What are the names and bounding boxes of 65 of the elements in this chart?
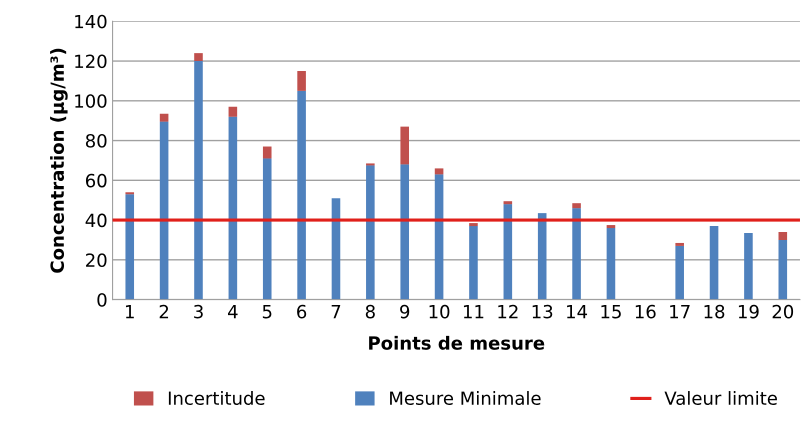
- x-tick-label: 20: [772, 304, 794, 318]
- x-tick-label: 10: [430, 304, 450, 318]
- bar: [504, 204, 512, 300]
- x-tick-label: 17: [670, 305, 690, 318]
- x-tick-label: 19: [738, 304, 759, 318]
- bar: [262, 158, 272, 300]
- bar: [194, 61, 203, 300]
- legend-label: Mesure Minimale: [390, 391, 541, 406]
- x-tick-label: 7: [332, 305, 340, 318]
- bar: [160, 122, 168, 300]
- x-tick-label: 8: [366, 304, 375, 318]
- bar: [572, 208, 581, 300]
- y-tick-label: 0: [97, 293, 106, 307]
- x-tick-label: 16: [636, 304, 656, 318]
- x-tick-label: 14: [567, 305, 588, 318]
- bar: [194, 53, 203, 62]
- bar: [606, 228, 616, 300]
- y-tick-label: 20: [86, 253, 106, 267]
- x-tick-label: 15: [601, 305, 621, 318]
- x-tick-label: 1: [126, 305, 134, 318]
- bar: [297, 90, 306, 300]
- x-tick-label: 5: [262, 305, 272, 318]
- x-tick-label: 3: [194, 304, 203, 318]
- x-tick-label: 11: [464, 305, 484, 318]
- legend-label: Valeur limite: [664, 391, 777, 406]
- bar: [778, 232, 788, 240]
- bar: [434, 168, 444, 174]
- bar: [125, 194, 134, 300]
- bar: [434, 174, 444, 300]
- x-tick-label: 12: [498, 304, 518, 318]
- bar: [297, 70, 306, 91]
- bar: [228, 106, 238, 117]
- bar: [366, 165, 375, 300]
- x-axis-title: Points de mesure: [369, 336, 544, 350]
- x-tick-label: 9: [400, 304, 410, 318]
- bar: [332, 198, 340, 300]
- x-tick-label: 13: [532, 304, 552, 318]
- bar: [538, 213, 546, 300]
- x-tick-label: 4: [228, 305, 238, 318]
- bar: [675, 242, 684, 246]
- bar: [675, 246, 684, 300]
- bar: [504, 201, 512, 204]
- y-tick-label: 140: [75, 14, 106, 28]
- x-tick-label: 2: [160, 304, 168, 318]
- bar: [469, 223, 478, 226]
- bar: [778, 240, 788, 300]
- y-tick-label: 80: [86, 134, 106, 148]
- bar: [262, 146, 272, 158]
- y-axis-title: Concentration (µg/m³): [50, 48, 68, 273]
- y-tick-label: 120: [75, 54, 106, 68]
- bar: [572, 203, 581, 208]
- bar: [400, 164, 410, 300]
- y-tick-label: 60: [86, 174, 106, 188]
- x-tick-label: 18: [704, 304, 724, 318]
- bar: [744, 233, 753, 300]
- bar: [160, 114, 168, 122]
- y-tick-label: 100: [75, 94, 106, 108]
- y-tick-label: 40: [86, 214, 106, 228]
- bar: [400, 126, 410, 164]
- bar: [710, 226, 718, 300]
- bar: [469, 226, 478, 300]
- legend-label: Incertitude: [168, 391, 265, 406]
- bar: [606, 225, 616, 228]
- x-tick-label: 6: [297, 304, 306, 318]
- bar: [228, 116, 238, 300]
